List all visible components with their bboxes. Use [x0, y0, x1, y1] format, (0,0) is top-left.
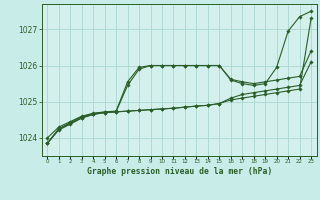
X-axis label: Graphe pression niveau de la mer (hPa): Graphe pression niveau de la mer (hPa)	[87, 167, 272, 176]
